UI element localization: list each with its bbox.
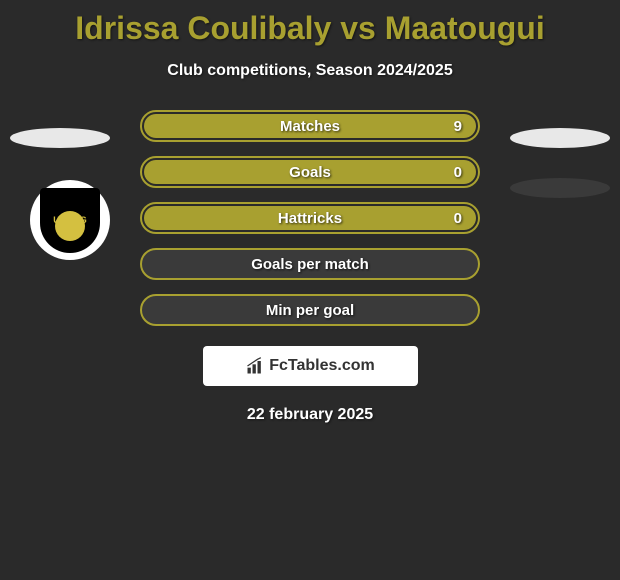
stat-bar-matches: Matches 9 (140, 110, 480, 142)
stat-bar-min-per-goal: Min per goal (140, 294, 480, 326)
competition-subtitle: Club competitions, Season 2024/2025 (0, 62, 620, 80)
club-badge: U.S.B.G (30, 180, 110, 260)
stat-value: 0 (454, 210, 462, 227)
club-badge-shield: U.S.B.G (40, 188, 100, 253)
stat-value: 0 (454, 164, 462, 181)
stat-value: 9 (454, 118, 462, 135)
stat-label: Goals per match (251, 256, 369, 273)
player-right-indicator-2 (510, 178, 610, 198)
stat-label: Goals (289, 164, 331, 181)
stat-label: Min per goal (266, 302, 354, 319)
stat-bar-hattricks: Hattricks 0 (140, 202, 480, 234)
stat-bar-goals: Goals 0 (140, 156, 480, 188)
club-badge-emblem (55, 211, 85, 241)
branding-text: FcTables.com (269, 357, 375, 375)
stat-label: Hattricks (278, 210, 342, 227)
player-right-indicator-1 (510, 128, 610, 148)
comparison-title: Idrissa Coulibaly vs Maatougui (0, 0, 620, 47)
date-text: 22 february 2025 (0, 406, 620, 424)
branding-box[interactable]: FcTables.com (203, 346, 418, 386)
stat-bar-goals-per-match: Goals per match (140, 248, 480, 280)
chart-icon (245, 356, 265, 376)
stat-label: Matches (280, 118, 340, 135)
player-left-indicator (10, 128, 110, 148)
